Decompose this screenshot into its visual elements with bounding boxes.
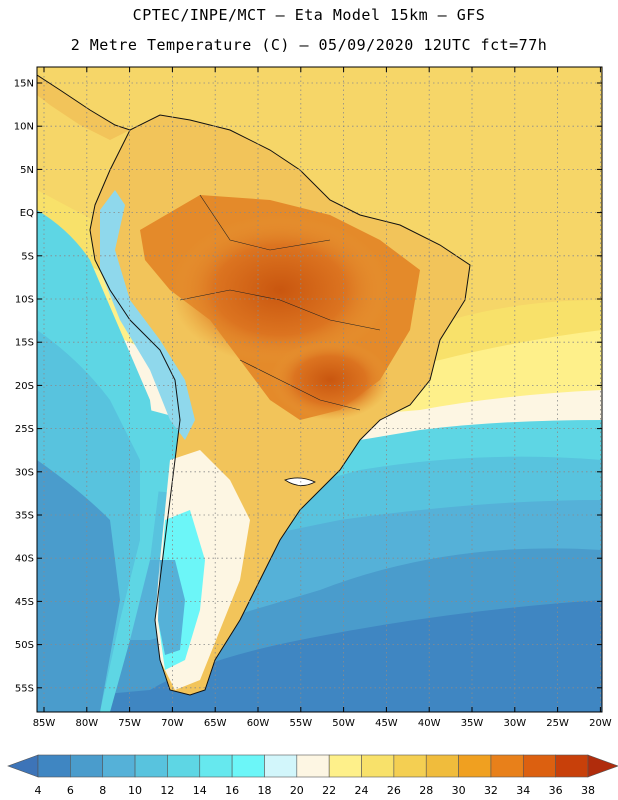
chart-title-line2: 2 Metre Temperature (C) – 05/09/2020 12U… <box>70 36 548 54</box>
lat-label: 30S <box>15 467 34 478</box>
colorbar-label: 26 <box>387 784 401 797</box>
lon-label: 30W <box>503 718 526 729</box>
lon-label: 50W <box>332 718 355 729</box>
lat-label: 50S <box>15 640 34 651</box>
chart-title-line1: CPTEC/INPE/MCT – Eta Model 15km – GFS <box>132 6 486 24</box>
colorbar-swatch <box>458 754 492 778</box>
colorbar-label: 6 <box>67 784 74 797</box>
lon-label: 55W <box>289 718 312 729</box>
lat-label: 10S <box>15 295 34 306</box>
colorbar-swatch <box>361 754 395 778</box>
colorbar-swatch <box>328 754 362 778</box>
lat-label: 20S <box>15 381 34 392</box>
colorbar-right-arrow <box>587 754 618 778</box>
longitude-axis: 85W 80W 75W 70W 65W 60W 55W 50W 45W 40W 35W 30W 25W 2… <box>33 67 612 729</box>
colorbar-label: 12 <box>160 784 174 797</box>
colorbar-label: 30 <box>452 784 466 797</box>
colorbar-label: 18 <box>257 784 271 797</box>
colorbar-swatch <box>264 754 298 778</box>
colorbar-swatch <box>425 754 459 778</box>
colorbar-swatch <box>296 754 330 778</box>
lon-label: 60W <box>247 718 270 729</box>
colorbar-label: 32 <box>484 784 498 797</box>
lat-label: 55S <box>15 683 34 694</box>
colorbar-label: 34 <box>516 784 530 797</box>
lat-label: 45S <box>15 597 34 608</box>
colorbar-label: 8 <box>99 784 106 797</box>
colorbar-label: 16 <box>225 784 239 797</box>
colorbar-swatch <box>102 754 136 778</box>
lon-label: 75W <box>118 718 141 729</box>
temperature-field <box>37 67 602 712</box>
colorbar-label: 22 <box>322 784 336 797</box>
colorbar-label: 38 <box>581 784 595 797</box>
lat-label: 35S <box>15 511 34 522</box>
lat-label: 5N <box>20 165 34 176</box>
colorbar-swatch <box>393 754 427 778</box>
colorbar-swatch <box>167 754 201 778</box>
latitude-axis: 15N 10N 5N EQ 5S 10S 15S 20S 25S 30S 35S 40S 45S 50S 5… <box>14 79 602 694</box>
lat-label: 10N <box>14 122 34 133</box>
colorbar-swatch <box>555 754 589 778</box>
colorbar: 4 6 8 10 12 14 16 18 20 22 24 26 28 30 32 34 36 38 <box>7 754 618 797</box>
colorbar-swatch <box>70 754 104 778</box>
colorbar-swatch <box>199 754 233 778</box>
lon-label: 65W <box>204 718 227 729</box>
lat-label: 15N <box>14 79 34 90</box>
lon-label: 70W <box>161 718 184 729</box>
colorbar-label: 36 <box>549 784 563 797</box>
lon-label: 25W <box>546 718 569 729</box>
colorbar-swatch <box>37 754 71 778</box>
lat-label: 40S <box>15 554 34 565</box>
lat-label: 15S <box>15 338 34 349</box>
colorbar-swatch <box>522 754 556 778</box>
colorbar-label: 14 <box>193 784 207 797</box>
colorbar-swatch <box>231 754 265 778</box>
colorbar-left-arrow <box>7 754 39 778</box>
colorbar-label: 20 <box>290 784 304 797</box>
colorbar-label: 4 <box>35 784 42 797</box>
colorbar-label: 10 <box>128 784 142 797</box>
lon-label: 45W <box>375 718 398 729</box>
lon-label: 35W <box>461 718 484 729</box>
lon-label: 80W <box>75 718 98 729</box>
colorbar-label: 24 <box>355 784 369 797</box>
lon-label: 85W <box>33 718 56 729</box>
colorbar-swatch <box>490 754 524 778</box>
lat-label: 5S <box>21 251 34 262</box>
lon-label: 40W <box>418 718 441 729</box>
colorbar-label: 28 <box>419 784 433 797</box>
lon-label: 20W <box>589 718 612 729</box>
map-border <box>36 66 603 713</box>
colorbar-swatch <box>134 754 168 778</box>
lat-label: 25S <box>15 424 34 435</box>
lat-label: EQ <box>20 208 34 219</box>
